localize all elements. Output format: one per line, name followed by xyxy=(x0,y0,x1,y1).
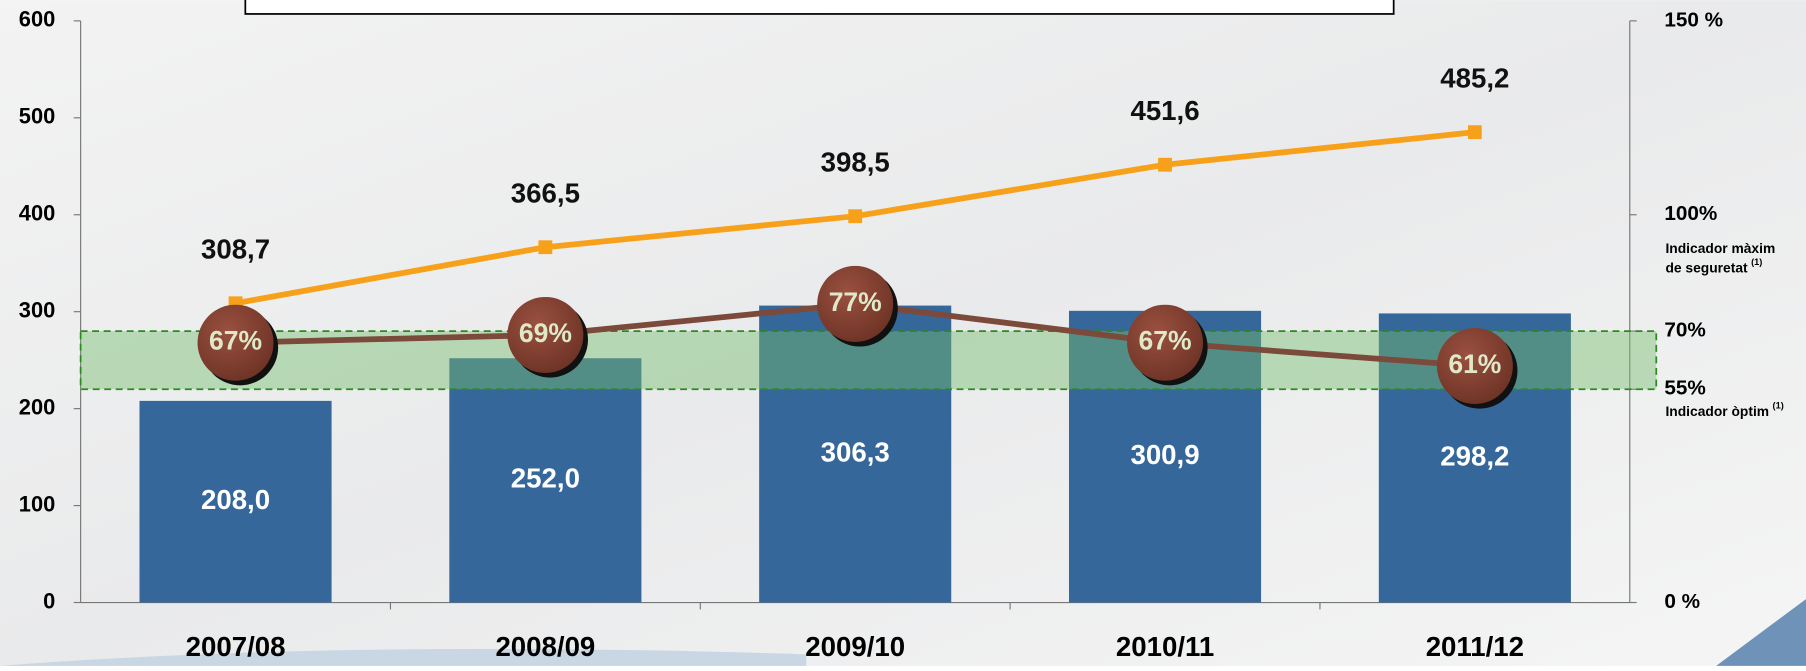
y2-tick-label: 150 % xyxy=(1664,8,1723,31)
marker xyxy=(817,265,894,342)
value-label: 308,7 xyxy=(201,234,270,265)
y-tick-label: 0 xyxy=(43,588,55,613)
value-label: 67% xyxy=(1139,326,1192,356)
x-tick-label: 2008/09 xyxy=(495,631,595,662)
decor xyxy=(0,648,807,666)
value-label: 67% xyxy=(209,326,262,356)
annotation-note: (1) xyxy=(1773,401,1784,411)
x-tick-label: 2010/11 xyxy=(1116,631,1214,662)
marker xyxy=(538,240,553,255)
marker xyxy=(1127,304,1204,381)
bar xyxy=(449,358,642,603)
value-label: 485,2 xyxy=(1440,63,1509,94)
y2-tick-label: 0 % xyxy=(1664,590,1700,613)
bar-label: 208,0 xyxy=(201,484,270,515)
bar-label: 298,2 xyxy=(1440,440,1509,471)
marker xyxy=(1158,157,1172,172)
y-tick-label: 300 xyxy=(19,297,56,322)
value-label: 69% xyxy=(519,318,572,348)
y2-tick-label: 70% xyxy=(1664,319,1705,342)
y-tick-label: 100 xyxy=(19,491,56,516)
title-box xyxy=(244,0,1395,15)
annotation: Indicador òptim (1) xyxy=(1665,401,1783,419)
decor xyxy=(1716,599,1806,666)
bar xyxy=(759,305,952,603)
y2-tick-label: 100% xyxy=(1664,202,1717,225)
bar-label: 252,0 xyxy=(511,463,580,494)
y-tick-label: 600 xyxy=(19,7,56,32)
marker xyxy=(1436,327,1513,404)
annotation-note: (1) xyxy=(1751,258,1762,268)
bar xyxy=(139,400,332,603)
bar-label: 306,3 xyxy=(821,436,890,467)
marker xyxy=(848,209,863,224)
y-tick-label: 400 xyxy=(19,201,56,226)
annotation: Indicador màxim xyxy=(1665,240,1775,256)
y-tick-label: 200 xyxy=(19,394,56,419)
x-tick-label: 2007/08 xyxy=(186,631,286,662)
marker xyxy=(197,304,274,381)
x-tick-label: 2011/12 xyxy=(1426,631,1524,662)
x-tick-label: 2009/10 xyxy=(805,631,905,662)
marker xyxy=(1467,125,1482,140)
value-label: 77% xyxy=(829,287,882,317)
annotation: de seguretat (1) xyxy=(1665,258,1762,276)
y2-tick-label: 55% xyxy=(1664,377,1705,400)
y-tick-label: 500 xyxy=(19,104,56,129)
value-label: 61% xyxy=(1448,349,1501,379)
value-label: 398,5 xyxy=(821,147,890,178)
bar-label: 300,9 xyxy=(1130,439,1199,470)
value-label: 451,6 xyxy=(1130,95,1199,126)
value-label: 366,5 xyxy=(511,178,580,209)
marker xyxy=(507,296,584,373)
